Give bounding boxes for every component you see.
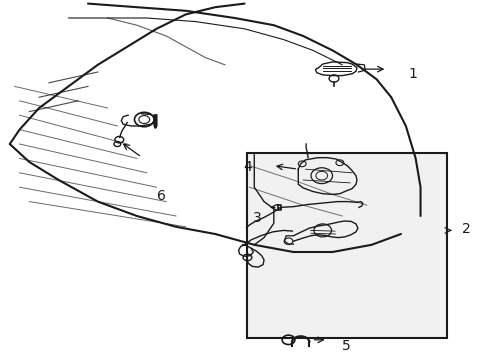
Text: 6: 6: [157, 189, 165, 203]
Bar: [246, 153, 447, 338]
Text: 1: 1: [407, 67, 416, 81]
Bar: [246, 153, 447, 338]
Text: 3: 3: [252, 211, 261, 225]
Text: 2: 2: [461, 222, 470, 235]
Text: 5: 5: [342, 339, 350, 352]
Text: 4: 4: [243, 161, 251, 174]
